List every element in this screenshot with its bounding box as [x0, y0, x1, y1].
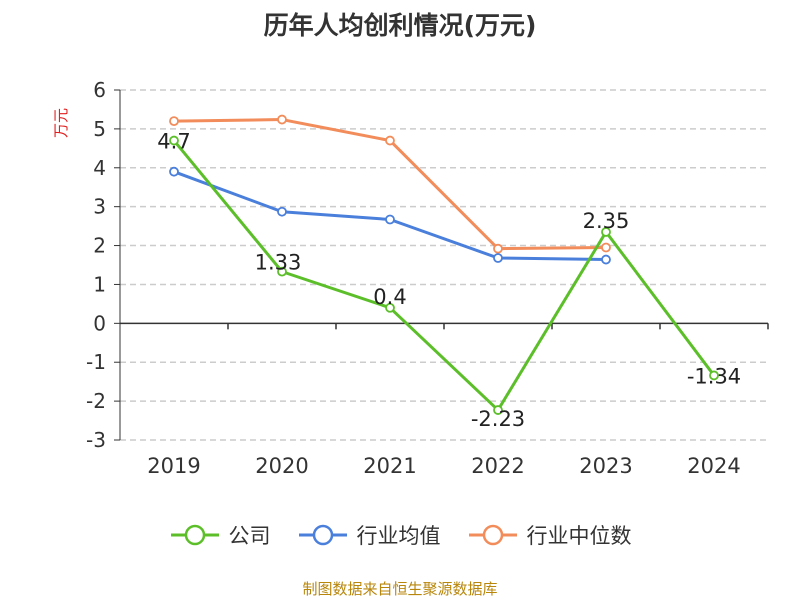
data-label: 0.4 [373, 285, 406, 309]
y-tick-label: 3 [93, 195, 106, 219]
legend-item-1[interactable]: 行业均值 [297, 520, 441, 550]
data-point [169, 135, 179, 146]
x-tick-label: 2020 [255, 454, 308, 478]
data-label: -2.23 [471, 407, 525, 431]
legend-swatch-icon [298, 524, 347, 546]
x-tick-label: 2019 [147, 454, 200, 478]
y-tick-label: 6 [93, 78, 106, 102]
data-labels: 4.7 1.33 0.4 -2.23 2.35 -1.34 [157, 130, 741, 431]
x-tick-label: 2021 [363, 454, 416, 478]
y-tick-label: 5 [93, 117, 106, 141]
data-point [601, 227, 611, 237]
y-tick-label: 0 [93, 311, 106, 335]
legend-swatch-marker [482, 524, 503, 546]
y-tick-label: 1 [93, 272, 106, 296]
data-point [277, 206, 287, 217]
data-point [601, 254, 611, 265]
data-point [277, 114, 287, 125]
legend: 公司 行业均值 行业中位数 [0, 520, 800, 550]
data-label: 4.7 [157, 130, 190, 154]
x-tick-label: 2022 [471, 454, 524, 478]
y-tick-label: 4 [93, 156, 106, 180]
data-point [709, 370, 719, 381]
data-point [493, 253, 503, 263]
chart-title: 历年人均创利情况(万元) [263, 11, 537, 40]
y-tick-label: -3 [86, 428, 106, 452]
legend-label: 行业均值 [356, 524, 441, 548]
x-tick-label: 2023 [579, 454, 632, 478]
y-tick-label: 2 [93, 234, 106, 258]
legend-swatch-icon [468, 524, 517, 546]
y-axis-title: 万元 [52, 108, 70, 138]
data-point [169, 166, 179, 177]
data-point [493, 243, 503, 254]
legend-label: 公司 [228, 524, 271, 548]
data-point [385, 135, 395, 146]
legend-label: 行业中位数 [526, 524, 632, 548]
data-label: 1.33 [255, 251, 302, 275]
series-lines [169, 114, 719, 415]
source-footer: 制图数据来自恒生聚源数据库 [302, 580, 498, 598]
legend-swatch-icon [170, 524, 219, 546]
grid-lines [120, 89, 768, 441]
data-label: 2.35 [583, 209, 630, 233]
x-tick-label: 2024 [687, 454, 740, 478]
data-label: -1.34 [687, 364, 741, 388]
data-point [385, 214, 395, 225]
legend-swatch-marker [184, 524, 205, 546]
legend-swatch-marker [312, 524, 333, 546]
legend-item-2[interactable]: 行业中位数 [467, 520, 632, 550]
legend-item-0[interactable]: 公司 [169, 520, 271, 550]
y-tick-label: -2 [86, 389, 106, 413]
data-point [601, 242, 611, 253]
data-point [493, 405, 503, 415]
data-point [169, 116, 179, 127]
series-line-0 [172, 139, 716, 412]
y-tick-label: -1 [86, 350, 106, 374]
axes: -3 -2 -1 0 1 2 3 4 5 6 万元 2019 2020 2021 2022 2023 2024 [52, 78, 769, 478]
data-point [385, 302, 395, 313]
data-point [277, 266, 287, 277]
